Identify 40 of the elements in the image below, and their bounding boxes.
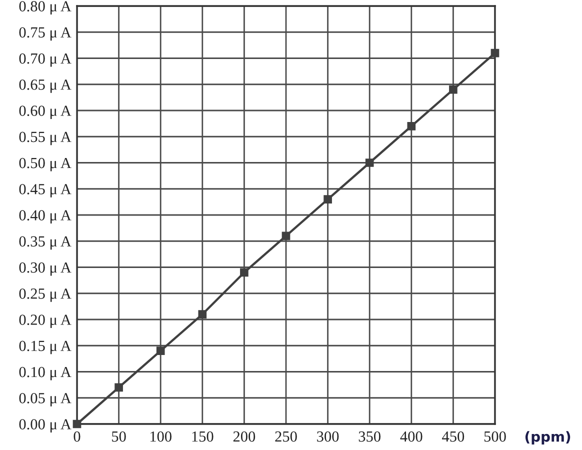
point [156,346,165,356]
y-tick-label: 0.75 μ A [19,27,72,41]
x-tick-label: 500 [484,431,506,442]
x-tick-label: 0 [74,431,80,442]
x-tick-label: 250 [275,431,297,442]
y-tick-label: 0.40 μ A [19,210,72,224]
y-tick-label: 0.45 μ A [19,184,72,198]
point [490,48,500,58]
point [198,310,207,318]
y-tick-label: 0.20 μ A [19,314,72,328]
x-tick-label: 150 [192,431,214,442]
point [114,383,123,392]
y-tick-label: 0.80 μ A [19,1,72,15]
point [449,85,458,94]
point [282,232,290,240]
x-tick-label: 100 [150,431,172,442]
y-tick-label: 0.65 μ A [19,80,72,93]
y-tick-label: 0.05 μ A [19,393,72,406]
x-tick-label: 50 [112,431,126,442]
y-tick-label: 0.25 μ A [19,288,72,302]
x-tick-label: 350 [358,431,380,442]
y-tick-label: 0.70 μ A [19,53,72,67]
x-axis-title: (ppm) [525,431,570,445]
x-tick-label: 300 [317,431,339,442]
y-tick-label: 0.15 μ A [19,340,72,354]
point [324,195,332,204]
x-tick-label: 450 [442,431,464,442]
y-tick-label: 0.60 μ A [19,106,72,120]
y-tick-label: 0.00 μ A [19,419,72,433]
y-tick-label: 0.50 μ A [19,158,72,172]
point [240,268,248,277]
x-tick-label: 400 [400,431,422,442]
y-tick-label: 0.10 μ A [19,366,72,380]
point [365,158,374,167]
y-tick-label: 0.35 μ A [19,236,72,250]
x-tick-label: 200 [233,431,256,442]
y-tick-label: 0.30 μ A [19,262,72,276]
point [407,122,416,130]
y-tick-label: 0.55 μ A [19,132,72,146]
point [72,420,82,428]
